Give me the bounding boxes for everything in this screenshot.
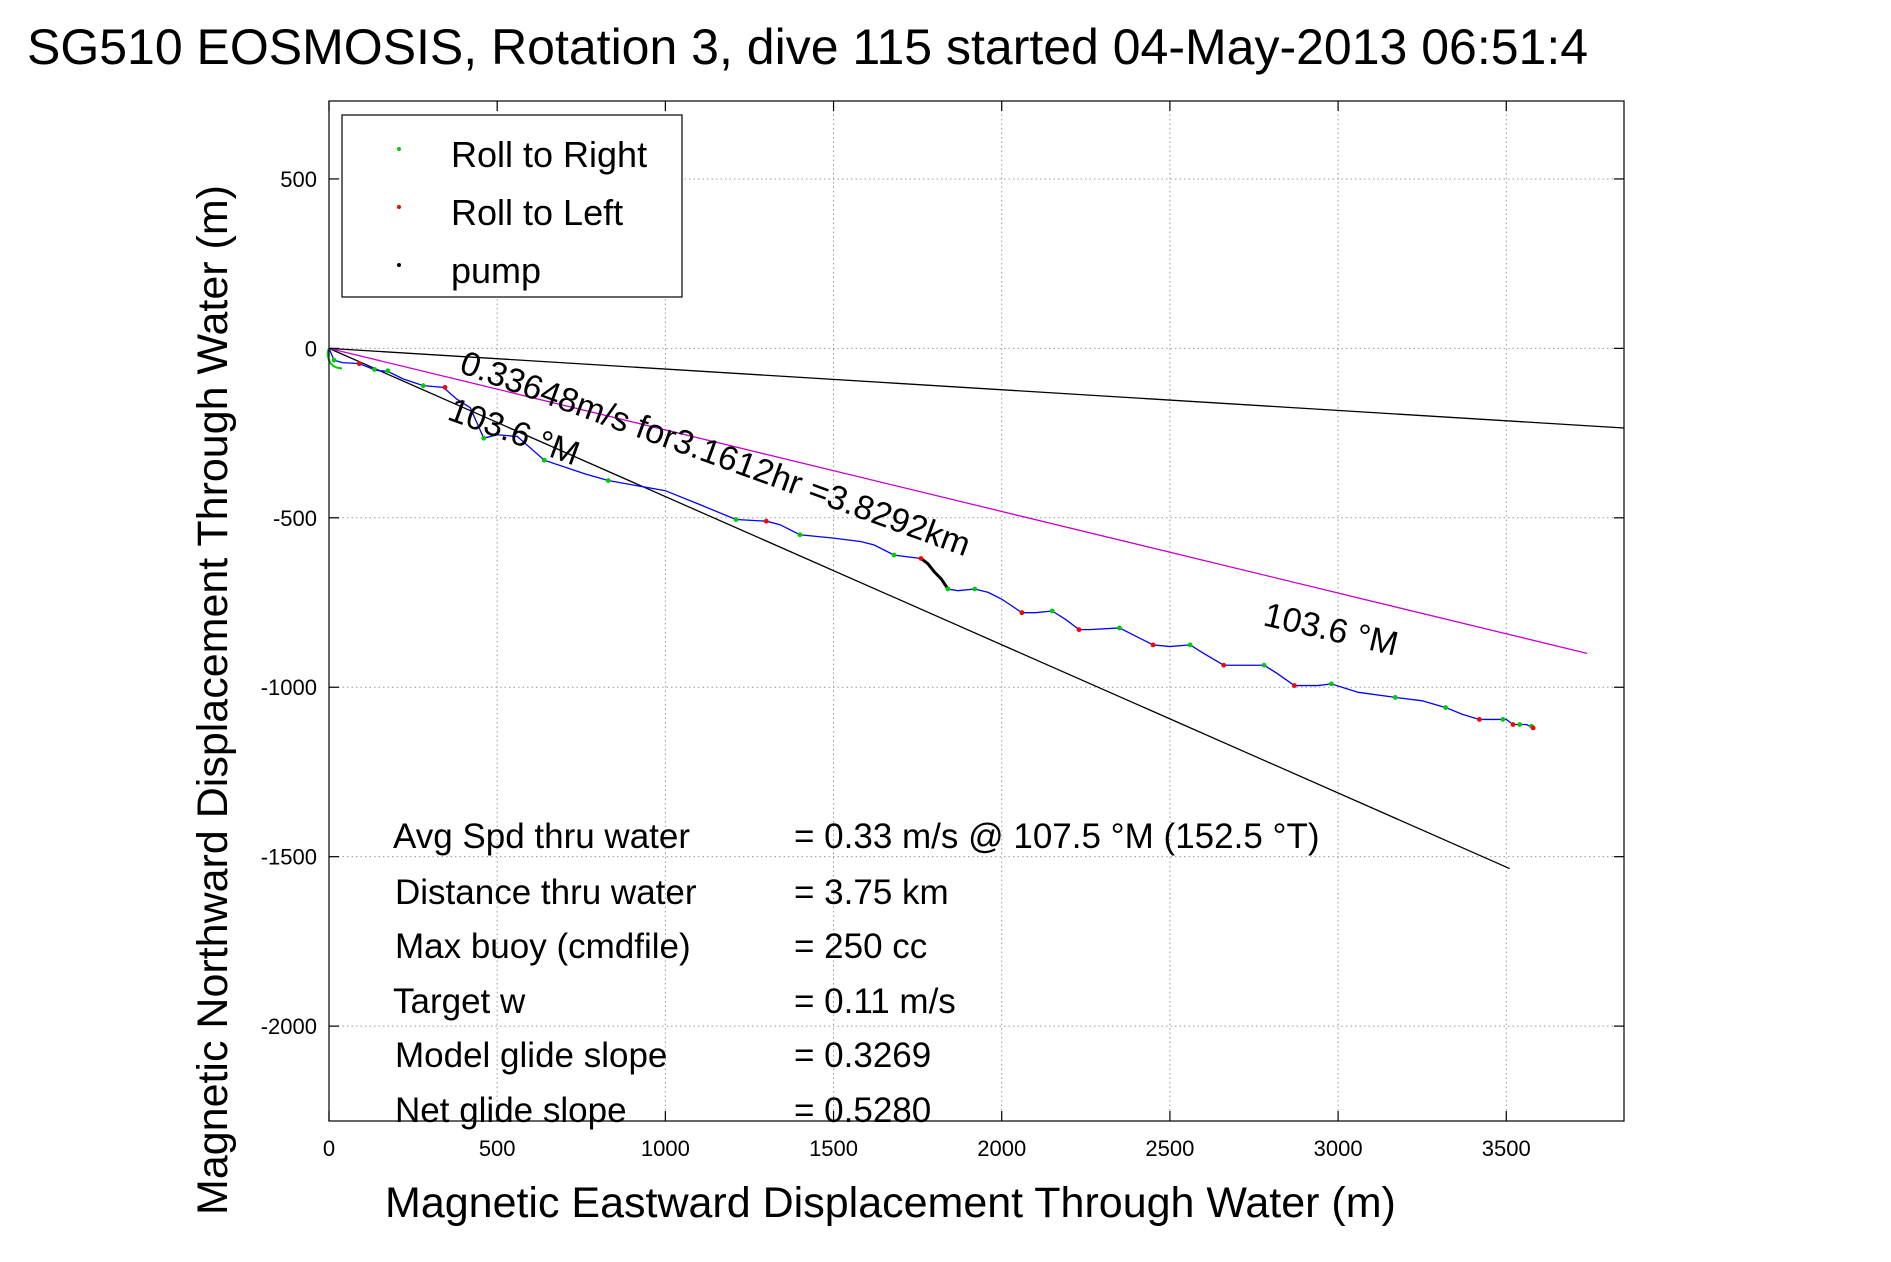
y-tick-label: -1500 <box>261 845 317 870</box>
stat-label-max-buoy: Max buoy (cmdfile) <box>395 927 691 966</box>
stats-block: Avg Spd thru water = 0.33 m/s @ 107.5 °M… <box>393 817 1320 1130</box>
y-tick-label: -1000 <box>261 675 317 700</box>
roll-right-point <box>1117 625 1122 631</box>
y-tick-label: 500 <box>280 167 317 192</box>
legend-marker-roll-left <box>397 205 401 209</box>
roll-right-point <box>1443 705 1449 710</box>
roll-right-point <box>1261 662 1267 668</box>
x-tick-label: 2500 <box>1145 1136 1194 1161</box>
stat-value-target-w: = 0.11 m/s <box>794 982 956 1021</box>
y-tick-label: -500 <box>273 506 317 531</box>
roll-right-point <box>733 517 739 522</box>
roll-right-point <box>945 586 951 592</box>
roll-right-point <box>1328 681 1334 687</box>
glider-track-line <box>328 348 1534 729</box>
stat-value-net-glide: = 0.5280 <box>794 1091 931 1130</box>
stat-label-avg-speed: Avg Spd thru water <box>393 817 690 856</box>
roll-right-point <box>1517 722 1523 727</box>
y-axis-title: Magnetic Northward Displacement Through … <box>189 185 237 1215</box>
stat-value-max-buoy: = 250 cc <box>794 927 927 966</box>
legend-label-roll-left: Roll to Left <box>451 192 623 233</box>
marker-layer <box>331 357 1536 731</box>
stat-label-net-glide: Net glide slope <box>395 1091 627 1130</box>
x-tick-label: 2000 <box>977 1136 1026 1161</box>
legend-marker-pump <box>397 263 401 267</box>
track-layer <box>326 347 1534 729</box>
x-tick-label: 1000 <box>641 1136 690 1161</box>
x-axis-title: Magnetic Eastward Displacement Through W… <box>385 1179 1396 1227</box>
roll-right-point <box>420 383 426 389</box>
stat-label-target-w: Target w <box>393 982 526 1021</box>
reference-line-steep <box>328 347 1510 870</box>
legend-marker-roll-right <box>397 147 401 151</box>
stat-label-distance: Distance thru water <box>395 873 697 912</box>
x-tick-label: 0 <box>323 1136 335 1161</box>
legend: Roll to Right Roll to Left pump <box>341 114 683 298</box>
roll-right-point <box>1049 608 1055 614</box>
reference-lines <box>328 347 1625 870</box>
roll-right-point <box>605 478 611 483</box>
x-tick-label: 500 <box>479 1136 516 1161</box>
roll-right-point <box>372 366 377 372</box>
roll-right-point <box>331 357 337 363</box>
roll-left-point <box>356 361 362 367</box>
roll-right-point <box>891 552 897 558</box>
roll-right-point <box>972 586 978 592</box>
roll-left-point <box>1291 683 1297 688</box>
roll-right-point <box>1392 695 1398 700</box>
roll-left-point <box>1510 722 1516 727</box>
x-tick-label: 1500 <box>809 1136 858 1161</box>
roll-left-point <box>1221 662 1227 668</box>
stat-label-model-glide: Model glide slope <box>395 1036 667 1075</box>
roll-right-point <box>541 457 547 463</box>
reference-line-heading <box>328 347 1588 654</box>
chart-title: SG510 EOSMOSIS, Rotation 3, dive 115 sta… <box>27 19 1588 75</box>
plot-frame <box>328 100 1625 1122</box>
roll-right-point <box>385 368 391 374</box>
tick-layer: 0 500 1000 1500 2000 2500 3000 3500 500 0 -500 -100… <box>261 101 1624 1161</box>
roll-left-point <box>1530 725 1536 731</box>
stat-value-avg-speed: = 0.33 m/s @ 107.5 °M (152.5 °T) <box>794 817 1320 856</box>
x-tick-label: 3000 <box>1314 1136 1363 1161</box>
y-tick-label: 0 <box>305 336 317 361</box>
roll-left-point <box>1019 610 1025 616</box>
roll-left-point <box>763 518 769 524</box>
roll-left-point <box>442 384 448 390</box>
pump-segment <box>920 557 950 590</box>
y-tick-label: -2000 <box>261 1014 317 1039</box>
roll-left-point <box>918 556 924 561</box>
roll-right-point <box>797 532 803 538</box>
roll-left-point <box>1076 627 1082 633</box>
stat-value-model-glide: = 0.3269 <box>794 1036 931 1075</box>
legend-label-pump: pump <box>451 250 541 291</box>
roll-right-point <box>1187 642 1193 648</box>
roll-right-point <box>1500 717 1506 722</box>
x-tick-label: 3500 <box>1482 1136 1531 1161</box>
roll-left-point <box>1150 642 1156 648</box>
legend-label-roll-right: Roll to Right <box>451 134 647 175</box>
start-curl <box>326 347 343 370</box>
stat-value-distance: = 3.75 km <box>794 873 949 912</box>
reference-line-shallow <box>328 347 1625 429</box>
roll-left-point <box>1476 717 1482 722</box>
roll-right-point <box>481 435 487 441</box>
